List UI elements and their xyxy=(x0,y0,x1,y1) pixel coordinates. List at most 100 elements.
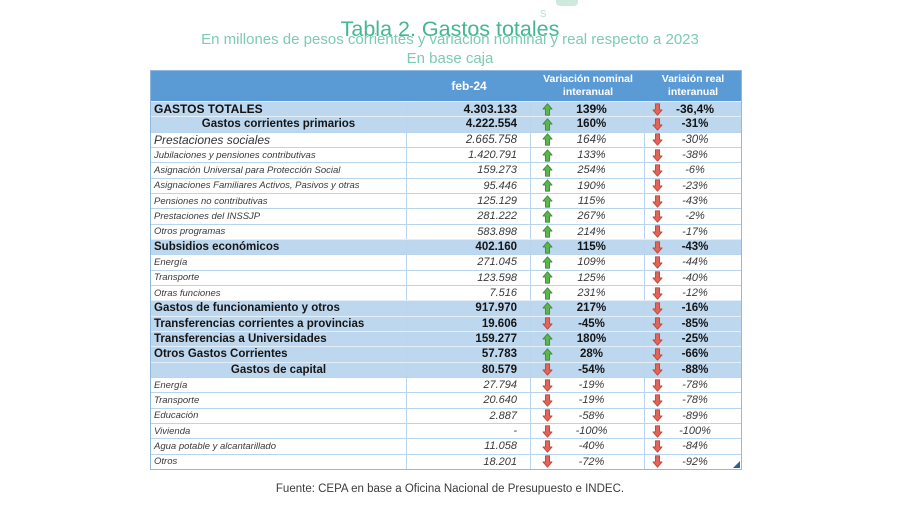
nominal-variation-cell: 190% xyxy=(531,178,645,193)
real-variation-cell: -85% xyxy=(645,317,741,331)
nominal-pct: 160% xyxy=(576,118,607,131)
feb24-value: 159.273 xyxy=(407,163,531,178)
feb24-value: 2.665.758 xyxy=(407,132,531,147)
down-arrow-icon xyxy=(652,317,663,330)
header-concept-cell xyxy=(151,71,407,101)
header-real-variation-cell: Variaión real interanual xyxy=(661,72,725,98)
down-arrow-icon xyxy=(652,164,663,177)
real-variation-cell: -100% xyxy=(645,424,741,438)
table-row: Vivienda - -100% -100% xyxy=(151,422,741,439)
nominal-pct: 28% xyxy=(579,348,604,361)
real-pct: -84% xyxy=(682,440,708,453)
real-pct: -38% xyxy=(682,149,708,162)
real-pct: -88% xyxy=(681,363,709,376)
real-pct: -66% xyxy=(681,348,709,361)
row-label: Asignaciones Familiares Activos, Pasivos… xyxy=(151,178,407,193)
real-pct: -17% xyxy=(682,225,708,238)
row-label: Otros xyxy=(151,454,407,469)
nominal-pct: -19% xyxy=(578,379,605,392)
up-arrow-icon xyxy=(542,118,553,131)
real-variation-cell: -12% xyxy=(645,286,741,300)
nominal-pct: 164% xyxy=(576,133,607,146)
row-label: Subsidios económicos xyxy=(151,239,407,255)
table-row: GASTOS TOTALES 4.303.133 139% -36,4% xyxy=(151,101,741,117)
real-pct: -100% xyxy=(679,425,711,438)
down-arrow-icon xyxy=(652,149,663,162)
down-arrow-icon xyxy=(652,195,663,208)
table-subtitle-basis: En base caja xyxy=(406,50,494,67)
table-row: Prestaciones del INSSJP 281.222 267% -2% xyxy=(151,208,741,224)
real-variation-cell: -78% xyxy=(645,393,741,407)
real-pct: -6% xyxy=(685,164,705,177)
nominal-pct: -58% xyxy=(578,409,605,422)
real-pct: -78% xyxy=(682,394,708,407)
table-row: Transporte 20.640 -19% -78% xyxy=(151,392,741,408)
feb24-value: 20.640 xyxy=(407,393,531,408)
nominal-pct: -72% xyxy=(578,455,605,468)
down-arrow-icon xyxy=(652,241,663,254)
table-row: Transporte 123.598 125% -40% xyxy=(151,269,741,285)
nominal-variation-cell: -54% xyxy=(531,362,645,377)
row-label: Jubilaciones y pensiones contributivas xyxy=(151,147,407,163)
down-arrow-icon xyxy=(652,409,663,422)
feb24-value: 281.222 xyxy=(407,209,531,224)
down-arrow-icon xyxy=(542,363,553,376)
real-variation-cell: -43% xyxy=(645,194,741,208)
nominal-pct: 267% xyxy=(577,210,606,223)
up-arrow-icon xyxy=(542,210,553,223)
up-arrow-icon xyxy=(542,195,553,208)
cropped-text-remnant: s xyxy=(540,5,547,20)
down-arrow-icon xyxy=(542,455,553,468)
down-arrow-icon xyxy=(652,378,663,392)
header-nominal-variation-cell: Variación nominal interanual xyxy=(543,72,633,98)
table-header-row: feb-24 Variación nominal interanual Vari… xyxy=(151,71,741,101)
table-row: Gastos de capital 80.579 -54% -88% xyxy=(151,361,741,377)
down-arrow-icon xyxy=(652,424,663,438)
table-row: Pensiones no contributivas 125.129 115% -43… xyxy=(151,192,741,209)
gastos-table: feb-24 Variación nominal interanual Vari… xyxy=(150,70,742,470)
row-label: Otras funciones xyxy=(151,285,407,301)
nominal-variation-cell: -100% xyxy=(531,423,645,439)
page-title: Tabla 2. Gastos totales xyxy=(340,17,560,42)
real-pct: -92% xyxy=(682,455,708,468)
nominal-variation-cell: 115% xyxy=(531,193,645,209)
up-arrow-icon xyxy=(542,149,553,162)
real-pct: -25% xyxy=(681,333,709,346)
real-variation-cell: -89% xyxy=(645,409,741,423)
nominal-pct: -40% xyxy=(578,440,605,453)
row-label: Pensiones no contributivas xyxy=(151,193,407,209)
table-row: Gastos de funcionamiento y otros 917.970 2… xyxy=(151,300,741,316)
nominal-variation-cell: 231% xyxy=(531,285,645,301)
nominal-pct: -100% xyxy=(575,425,608,438)
table-row: Otros Gastos Corrientes 57.783 28% -66% xyxy=(151,346,741,362)
down-arrow-icon xyxy=(542,317,553,330)
down-arrow-icon xyxy=(652,440,663,453)
feb24-value: 123.598 xyxy=(407,270,531,285)
real-variation-cell: -43% xyxy=(645,240,741,254)
row-label: Energía xyxy=(151,377,407,393)
real-variation-cell: -17% xyxy=(645,225,741,239)
nominal-pct: -45% xyxy=(578,317,605,330)
feb24-value: 271.045 xyxy=(407,255,531,270)
feb24-value: 125.129 xyxy=(407,193,531,209)
nominal-pct: 109% xyxy=(577,256,606,269)
down-arrow-icon xyxy=(652,332,663,346)
nominal-variation-cell: 160% xyxy=(531,117,645,132)
feb24-value: 1.420.791 xyxy=(407,147,531,163)
real-pct: -85% xyxy=(681,317,709,330)
down-arrow-icon xyxy=(652,103,663,116)
row-label: Vivienda xyxy=(151,423,407,439)
row-label: Prestaciones sociales xyxy=(151,132,407,147)
table-row: Educación 2.887 -58% -89% xyxy=(151,407,741,423)
down-arrow-icon xyxy=(542,424,553,438)
row-label: Energía xyxy=(151,255,407,270)
feb24-value: 19.606 xyxy=(407,316,531,331)
down-arrow-icon xyxy=(542,440,553,453)
nominal-pct: 115% xyxy=(577,241,606,254)
real-variation-cell: -44% xyxy=(645,255,741,269)
down-arrow-icon xyxy=(652,363,663,376)
nominal-variation-cell: 133% xyxy=(531,147,645,163)
nominal-pct: 254% xyxy=(577,164,606,177)
real-pct: -23% xyxy=(682,179,708,192)
feb24-value: 7.516 xyxy=(407,285,531,301)
